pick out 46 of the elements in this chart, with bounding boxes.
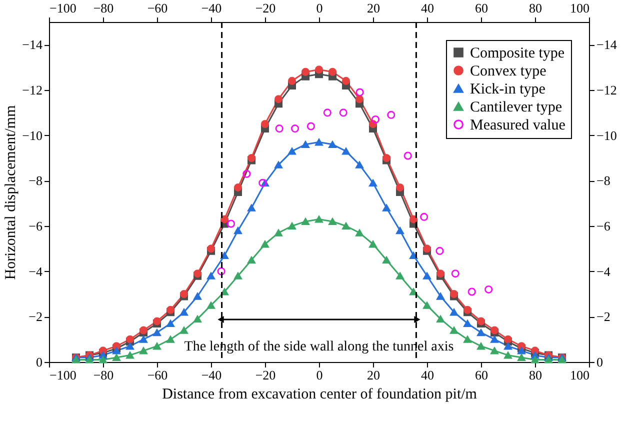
legend-label: Composite type bbox=[470, 46, 565, 62]
legend-label: Convex type bbox=[470, 64, 547, 80]
y-tick-label: −12 bbox=[22, 82, 42, 98]
annotation: The length of the side wall along the tunnel axis bbox=[184, 340, 454, 355]
x-axis-title: Distance from excavation center of foundation pit/m bbox=[162, 386, 478, 402]
x2-tick-label: −60 bbox=[147, 0, 168, 16]
y2-tick-label: −10 bbox=[596, 128, 617, 143]
x2-tick-label: 100 bbox=[570, 0, 590, 16]
y2-tick-label: −12 bbox=[596, 82, 617, 98]
x2-tick-label: −40 bbox=[201, 0, 222, 16]
y-tick-label: −14 bbox=[22, 37, 43, 52]
x-tick-label: −60 bbox=[147, 368, 168, 382]
y2-tick-label: −14 bbox=[596, 37, 618, 52]
y-tick-label: −10 bbox=[22, 128, 42, 143]
y2-tick-label: 0 bbox=[596, 354, 603, 370]
legend-label: Measured value bbox=[470, 118, 566, 134]
x2-tick-label: −100 bbox=[50, 0, 76, 16]
y2-tick-label: −4 bbox=[596, 264, 611, 279]
x2-tick-label: −20 bbox=[255, 0, 276, 16]
y-tick-label: 0 bbox=[36, 354, 42, 370]
x2-tick-label: 80 bbox=[529, 0, 542, 16]
x-tick-label: 60 bbox=[475, 368, 488, 382]
x2-tick-label: 40 bbox=[421, 0, 434, 16]
x-tick-label: −80 bbox=[93, 368, 114, 382]
x2-tick-label: 20 bbox=[367, 0, 380, 16]
x-tick-label: −20 bbox=[255, 368, 276, 382]
x2-tick-label: 60 bbox=[475, 0, 488, 16]
y-tick-label: −6 bbox=[28, 218, 43, 234]
y2-tick-label: −6 bbox=[596, 218, 611, 234]
x-tick-label: −100 bbox=[50, 368, 76, 382]
y2-tick-label: −2 bbox=[596, 309, 610, 324]
y2-tick-label: −8 bbox=[596, 173, 610, 188]
x-tick-label: 40 bbox=[421, 368, 434, 382]
x-tick-label: 100 bbox=[570, 368, 590, 382]
y-tick-label: −8 bbox=[28, 173, 42, 188]
x-tick-label: 0 bbox=[316, 368, 323, 382]
y-tick-label: −2 bbox=[28, 309, 42, 324]
x2-tick-label: −80 bbox=[93, 0, 114, 16]
y-tick-label: −4 bbox=[28, 264, 43, 279]
x-tick-label: 80 bbox=[529, 368, 542, 382]
legend-label: Kick-in type bbox=[470, 82, 546, 98]
y-axis-title: Horizontal displacement/mm bbox=[3, 104, 20, 280]
x-tick-label: 20 bbox=[367, 368, 380, 382]
x2-tick-label: 0 bbox=[316, 0, 323, 16]
legend-label: Cantilever type bbox=[470, 100, 562, 116]
x-tick-label: −40 bbox=[201, 368, 222, 382]
